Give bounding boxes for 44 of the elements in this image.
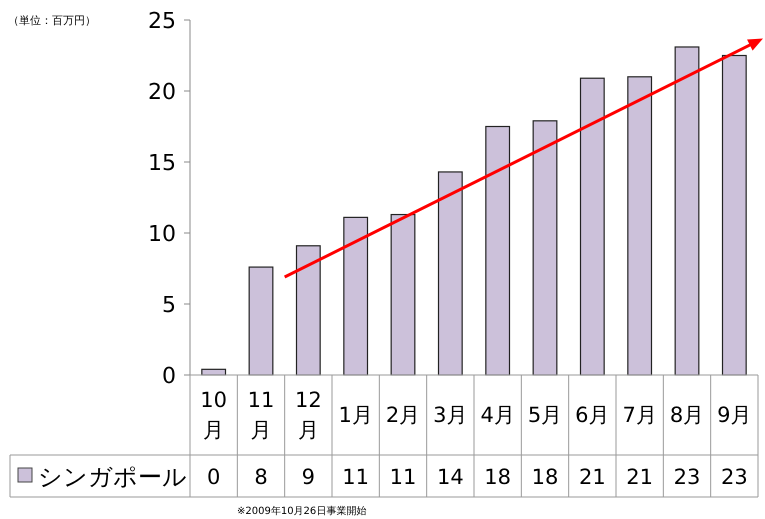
x-tick-label: 11月 xyxy=(248,388,274,442)
data-label: 18 xyxy=(484,465,512,489)
y-tick-label: 25 xyxy=(148,9,176,34)
x-tick-label: 8月 xyxy=(670,403,704,427)
bar xyxy=(580,78,605,376)
data-label: 21 xyxy=(578,465,606,489)
bar xyxy=(438,171,463,376)
bar xyxy=(390,214,416,376)
data-label: 21 xyxy=(626,465,654,489)
data-label: 8 xyxy=(254,465,268,489)
data-label: 0 xyxy=(206,465,220,489)
y-tick-label: 10 xyxy=(148,222,176,247)
bar xyxy=(722,54,747,376)
x-tick-label: 9月 xyxy=(717,403,752,427)
x-tick-label: 3月 xyxy=(433,403,468,427)
bar xyxy=(485,126,510,376)
bar xyxy=(532,120,558,376)
bar xyxy=(248,266,274,376)
bar xyxy=(343,216,368,376)
x-tick-label: 10月 xyxy=(200,388,228,442)
text: ※2009年10月26日事業開始 xyxy=(237,505,366,517)
data-label: 14 xyxy=(436,465,464,489)
data-label: 18 xyxy=(532,465,558,489)
x-tick-label: 5月 xyxy=(528,403,562,427)
x-tick-label: 12月 xyxy=(294,388,322,442)
bar xyxy=(674,46,700,376)
x-tick-label: 1月 xyxy=(338,403,373,427)
data-label: 11 xyxy=(342,465,370,489)
y-axis-title: （単位：百万円） xyxy=(8,14,96,27)
y-tick-label: 5 xyxy=(162,293,176,318)
legend-label: シンガポール xyxy=(38,463,187,491)
x-tick-label: 6月 xyxy=(575,403,610,427)
bar xyxy=(627,76,652,376)
data-label: 9 xyxy=(302,465,316,489)
x-tick-label: 2月 xyxy=(386,403,420,427)
x-tick-label: 4月 xyxy=(480,403,515,427)
bar xyxy=(296,245,321,376)
data-label: 23 xyxy=(720,465,748,489)
data-label: 11 xyxy=(390,465,416,489)
y-tick-label: 20 xyxy=(148,80,176,105)
y-tick-label: 15 xyxy=(148,151,176,176)
x-tick-label: 7月 xyxy=(622,403,657,427)
data-label: 23 xyxy=(674,465,700,489)
y-tick-label: 0 xyxy=(162,364,176,389)
